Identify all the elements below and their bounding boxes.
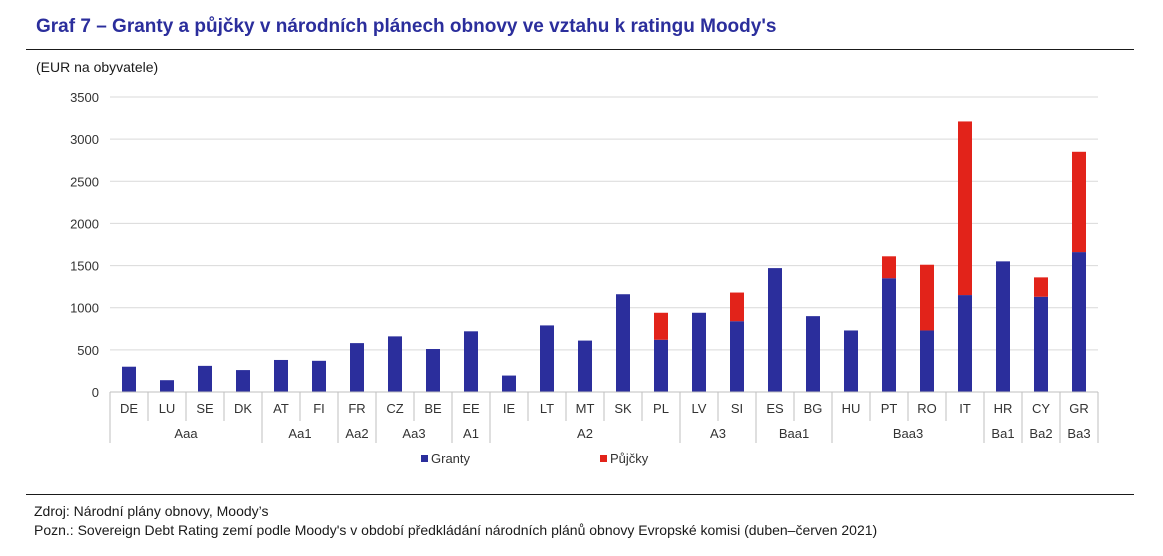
x-axis: DE LU SE DK AT FI FR CZ BE EE IE LT MT SK PL LV SI ES BG HU… bbox=[109, 391, 1099, 443]
bars bbox=[122, 121, 1086, 392]
bar-lt-granty bbox=[540, 325, 554, 392]
bar-cy-granty bbox=[1034, 296, 1048, 392]
x-tick-label: SK bbox=[614, 401, 632, 416]
bar-fi-granty bbox=[312, 360, 326, 392]
x-tick-label: HU bbox=[842, 401, 861, 416]
x-tick-label: BE bbox=[424, 401, 442, 416]
bar-at-granty bbox=[274, 359, 288, 392]
x-tick-label: FR bbox=[348, 401, 365, 416]
group-label: Ba1 bbox=[991, 426, 1014, 441]
grid-lines bbox=[110, 96, 1098, 351]
x-tick-label: CZ bbox=[386, 401, 403, 416]
bar-si-granty bbox=[730, 321, 744, 392]
footnote: Pozn.: Sovereign Debt Rating zemí podle … bbox=[34, 522, 878, 538]
bar-ro-granty bbox=[920, 330, 934, 392]
group-label: Ba2 bbox=[1029, 426, 1052, 441]
bar-si-pujcky bbox=[730, 292, 744, 322]
legend: Granty Půjčky bbox=[421, 451, 649, 466]
x-tick-label: EE bbox=[462, 401, 480, 416]
x-tick-label: MT bbox=[576, 401, 595, 416]
bar-cy-pujcky bbox=[1034, 277, 1048, 297]
bar-ro-pujcky bbox=[920, 264, 934, 331]
y-tick-label: 2000 bbox=[70, 216, 99, 231]
bar-se-granty bbox=[198, 365, 212, 392]
x-tick-label: DK bbox=[234, 401, 252, 416]
legend-label-pujcky: Půjčky bbox=[610, 451, 649, 466]
x-tick-label: GR bbox=[1069, 401, 1089, 416]
y-tick-label: 1500 bbox=[70, 259, 99, 274]
y-axis-ticks: 0 500 1000 1500 2000 2500 3000 3500 bbox=[70, 90, 99, 400]
bar-hu-granty bbox=[844, 330, 858, 392]
y-tick-label: 0 bbox=[92, 385, 99, 400]
x-tick-label: LT bbox=[540, 401, 554, 416]
bar-lv-granty bbox=[692, 312, 706, 392]
bar-pt-pujcky bbox=[882, 256, 896, 279]
bar-cz-granty bbox=[388, 336, 402, 392]
x-tick-label: HR bbox=[994, 401, 1013, 416]
x-tick-label: LU bbox=[159, 401, 176, 416]
group-label: Baa1 bbox=[779, 426, 809, 441]
title-rule bbox=[26, 49, 1134, 50]
bar-bg-granty bbox=[806, 316, 820, 392]
y-tick-label: 1000 bbox=[70, 301, 99, 316]
bar-pt-granty bbox=[882, 278, 896, 392]
bar-dk-granty bbox=[236, 370, 250, 392]
x-tick-label: RO bbox=[917, 401, 937, 416]
bar-gr-granty bbox=[1072, 252, 1086, 392]
bar-lu-granty bbox=[160, 380, 174, 392]
bar-it-granty bbox=[958, 295, 972, 392]
bar-pl-pujcky bbox=[654, 312, 668, 340]
bar-be-granty bbox=[426, 349, 440, 392]
group-label: A2 bbox=[577, 426, 593, 441]
bar-fr-granty bbox=[350, 343, 364, 392]
x-tick-label: AT bbox=[273, 401, 289, 416]
group-label: Aa3 bbox=[402, 426, 425, 441]
x-tick-label: IT bbox=[959, 401, 971, 416]
group-label: Ba3 bbox=[1067, 426, 1090, 441]
y-tick-label: 2500 bbox=[70, 174, 99, 189]
y-tick-label: 3500 bbox=[70, 90, 99, 105]
bar-pl-granty bbox=[654, 339, 668, 392]
group-label: Aa2 bbox=[345, 426, 368, 441]
legend-label-granty: Granty bbox=[431, 451, 471, 466]
y-tick-label: 3000 bbox=[70, 132, 99, 147]
x-tick-label: LV bbox=[692, 401, 707, 416]
footer-rule bbox=[26, 494, 1134, 495]
bar-hr-granty bbox=[996, 261, 1010, 392]
x-tick-label: PT bbox=[881, 401, 898, 416]
group-label: A3 bbox=[710, 426, 726, 441]
group-label: A1 bbox=[463, 426, 479, 441]
legend-swatch-granty bbox=[421, 455, 428, 462]
bar-ee-granty bbox=[464, 331, 478, 392]
bar-ie-granty bbox=[502, 375, 516, 392]
source-note: Zdroj: Národní plány obnovy, Moody’s bbox=[34, 503, 269, 519]
x-tick-label: ES bbox=[766, 401, 784, 416]
bar-gr-pujcky bbox=[1072, 151, 1086, 253]
x-tick-label: IE bbox=[503, 401, 516, 416]
chart-title: Graf 7 – Granty a půjčky v národních plá… bbox=[36, 16, 777, 37]
y-unit-label: (EUR na obyvatele) bbox=[36, 59, 159, 75]
x-tick-label: PL bbox=[653, 401, 669, 416]
legend-swatch-pujcky bbox=[600, 455, 607, 462]
group-label: Baa3 bbox=[893, 426, 923, 441]
x-tick-label: DE bbox=[120, 401, 138, 416]
x-tick-label: FI bbox=[313, 401, 325, 416]
group-label: Aa1 bbox=[288, 426, 311, 441]
group-label: Aaa bbox=[174, 426, 198, 441]
x-tick-label: CY bbox=[1032, 401, 1050, 416]
bar-sk-granty bbox=[616, 294, 630, 392]
bar-de-granty bbox=[122, 366, 136, 392]
x-tick-label: BG bbox=[804, 401, 823, 416]
x-tick-label: SI bbox=[731, 401, 743, 416]
x-tick-label: SE bbox=[196, 401, 214, 416]
bar-it-pujcky bbox=[958, 121, 972, 296]
bar-es-granty bbox=[768, 268, 782, 392]
y-tick-label: 500 bbox=[77, 343, 99, 358]
bar-mt-granty bbox=[578, 340, 592, 392]
